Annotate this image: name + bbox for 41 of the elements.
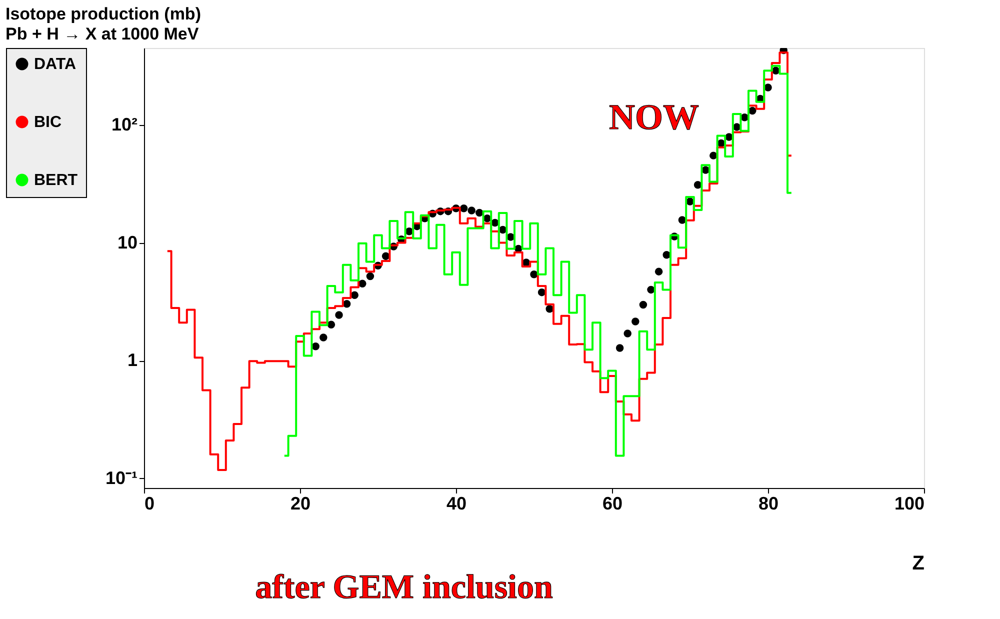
point (654, 268, 663, 276)
point (616, 344, 624, 352)
x-tick-label: 100 (894, 494, 924, 514)
point (335, 311, 343, 319)
x-tick-label: 20 (290, 494, 311, 514)
point (764, 84, 772, 92)
y-tick-label: 10⁻¹ (105, 468, 138, 488)
x-tick-label: 40 (446, 494, 467, 514)
y-tick-label: 10² (111, 114, 138, 134)
y-tick-label: 1 (127, 350, 138, 370)
point (647, 286, 655, 294)
point (460, 204, 468, 212)
point (624, 330, 632, 338)
point (530, 270, 538, 278)
x-tick-label: 80 (758, 494, 779, 514)
point (476, 208, 484, 217)
point (632, 318, 640, 326)
x-tick-label: 60 (602, 494, 623, 514)
legend-label: BIC (34, 114, 62, 131)
text: after GEM inclusion (255, 569, 553, 606)
x-tick-label: 0 (144, 494, 155, 514)
point (694, 181, 702, 189)
point (312, 342, 320, 350)
point (468, 206, 476, 214)
point (662, 251, 670, 259)
point (327, 320, 336, 329)
point (320, 334, 328, 342)
annotation: NOW (609, 97, 699, 137)
point (639, 300, 648, 309)
chart-subtitle: Pb + H → X at 1000 MeV (6, 24, 200, 44)
point (748, 106, 756, 115)
legend-label: DATA (34, 56, 77, 73)
chart-title: Isotope production (mb) (6, 4, 201, 24)
x-axis-title: Z (912, 552, 924, 574)
point (350, 291, 358, 299)
point (342, 300, 351, 308)
legend-label: BERT (34, 172, 78, 189)
point (710, 152, 718, 160)
point (366, 272, 374, 280)
point (358, 280, 366, 288)
y-tick-label: 10 (117, 232, 138, 252)
